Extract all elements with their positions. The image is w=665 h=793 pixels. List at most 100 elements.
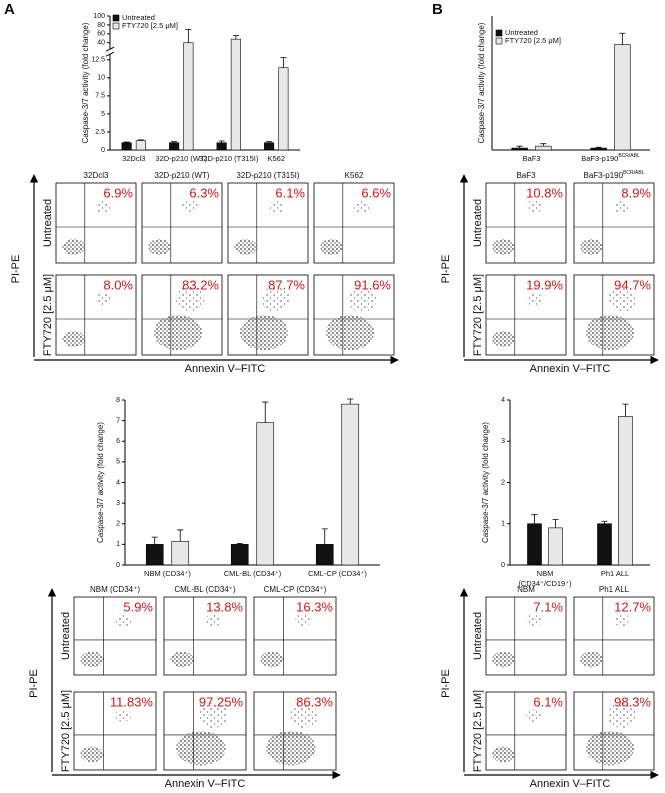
percentage: 97.25%	[199, 694, 244, 709]
bar	[171, 540, 190, 566]
bar	[548, 527, 563, 566]
percentage: 91.6%	[354, 277, 391, 292]
legend-label: FTY720 [2.5 μM]	[505, 36, 561, 45]
row-label: FTY720 [2.5 μM]	[42, 274, 54, 356]
y-axis-title: Caspase-3/7 activity (fold change)	[481, 422, 490, 543]
category-text: NBM (CD34⁺)	[144, 569, 191, 578]
y-tick-label: 3	[116, 500, 120, 507]
cell-cluster	[115, 709, 132, 722]
panel-label: B	[432, 1, 443, 18]
dot-plot: 87.7%	[227, 274, 309, 356]
column-label: NBM	[517, 585, 535, 594]
dot-plot: 6.9%	[55, 182, 137, 264]
dot-plot: 6.1%	[227, 182, 309, 264]
legend-swatch	[112, 14, 120, 22]
percentage: 87.7%	[268, 277, 305, 292]
dot-plot: 98.3%	[573, 691, 655, 771]
error-bar	[266, 141, 273, 143]
bar-group	[264, 141, 275, 151]
column-text: 32Dcl3	[84, 171, 109, 180]
column-text: BaF3-p190	[584, 171, 624, 180]
dot-plot: 16.3%	[253, 596, 337, 676]
cell-cluster	[347, 286, 377, 312]
cell-cluster	[261, 286, 291, 312]
y-tick-label: 4	[116, 479, 120, 486]
error-bar	[516, 145, 523, 149]
bar	[278, 67, 289, 151]
percentage: 10.8%	[526, 185, 563, 200]
bar-group	[341, 398, 360, 566]
percentage: 5.9%	[123, 599, 153, 614]
bar	[511, 147, 528, 151]
category-text: CML-CP (CD34⁺)	[308, 569, 367, 578]
bar	[183, 42, 194, 151]
column-text: 32D-p210 (WT)	[154, 171, 209, 180]
x-tick-label: K562	[267, 154, 285, 163]
bar	[618, 416, 633, 566]
x-tick-label: CML-BL (CD34⁺)	[224, 569, 282, 578]
y-axis-title: Caspase-3/7 activity (fold change)	[81, 22, 90, 143]
bar-group	[597, 520, 612, 566]
bar-group	[230, 542, 249, 566]
plot-frame	[163, 691, 247, 771]
y-axis-title: PI-PE	[440, 669, 452, 698]
bar-group	[216, 140, 227, 151]
category-text: K562	[267, 154, 285, 163]
dot-plot: 6.6%	[313, 182, 395, 264]
y-tick-label: 1	[116, 541, 120, 548]
y-tick-label: 0	[101, 147, 105, 154]
error-bar	[171, 141, 178, 143]
bar-group	[171, 529, 190, 566]
y-axis-title: PI-PE	[10, 255, 22, 284]
y-tick-label: 2	[501, 479, 505, 486]
x-axis-title: Annexin V–FITC	[165, 778, 246, 790]
cell-cluster	[115, 614, 132, 627]
percentage: 94.7%	[614, 277, 651, 292]
plot-frame	[573, 691, 655, 771]
error-bar	[137, 139, 144, 141]
cell-cluster	[320, 239, 343, 255]
bar	[256, 422, 275, 566]
error-bar	[218, 140, 225, 143]
bar	[145, 544, 164, 566]
column-text: BaF3	[516, 171, 536, 180]
percentage: 13.8%	[206, 599, 243, 614]
percentage: 98.3%	[614, 694, 651, 709]
column-text: K562	[345, 171, 364, 180]
dot-plot: 19.9%	[485, 274, 567, 356]
cell-cluster	[295, 614, 312, 627]
percentage: 6.9%	[103, 185, 133, 200]
cell-cluster	[176, 731, 226, 766]
bar-group	[535, 143, 552, 151]
dot-plot: 91.6%	[313, 274, 395, 356]
category-superscript: BCR/ABL	[618, 153, 640, 159]
bar-group	[315, 528, 334, 566]
column-text: CML-BL (CD34⁺)	[174, 585, 236, 594]
cell-cluster	[614, 614, 630, 627]
column-label: CML-BL (CD34⁺)	[174, 585, 236, 594]
error-bar	[619, 32, 626, 45]
column-label: 32Dcl3	[84, 171, 109, 180]
row-label: Untreated	[472, 199, 484, 247]
bar	[597, 523, 612, 566]
bar-group	[614, 32, 631, 151]
cell-cluster	[607, 286, 637, 312]
y-tick-label: 1	[501, 521, 505, 528]
cell-cluster	[492, 651, 515, 668]
x-tick-label: 32Dcl3	[122, 154, 145, 163]
plot-frame	[313, 274, 395, 356]
cell-cluster	[526, 292, 542, 306]
cell-cluster	[260, 651, 284, 668]
bar-group	[230, 35, 241, 151]
row-label: FTY720 [2.5 μM]	[472, 690, 484, 772]
percentage: 8.0%	[103, 277, 133, 292]
percentage: 12.7%	[614, 599, 651, 614]
legend-label: Untreated	[505, 28, 538, 37]
column-text: 32D-p210 (T315I)	[236, 171, 299, 180]
cell-cluster	[586, 315, 634, 351]
dot-plot: 7.1%	[485, 596, 567, 676]
cell-cluster	[288, 702, 318, 728]
percentage: 6.6%	[361, 185, 391, 200]
y-tick-label: 40	[97, 40, 105, 47]
percentage: 16.3%	[296, 599, 333, 614]
